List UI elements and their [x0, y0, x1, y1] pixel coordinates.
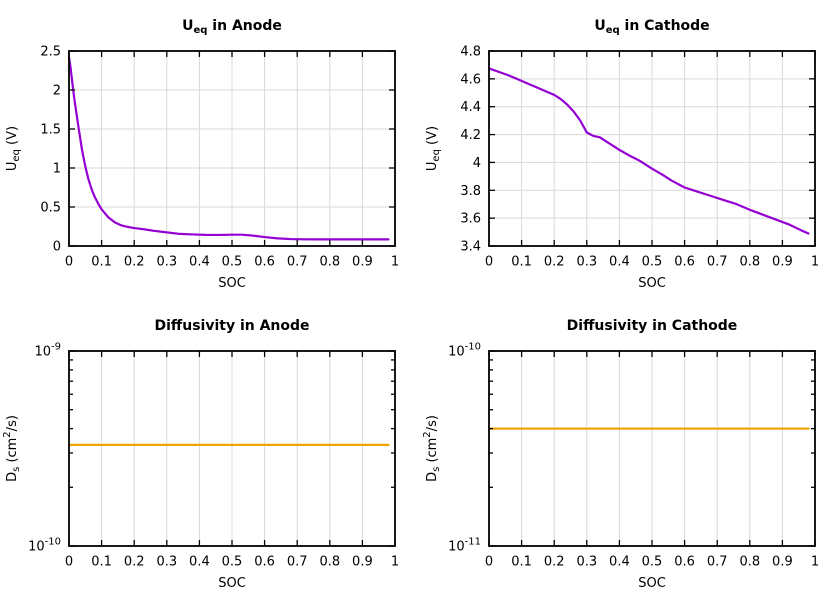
x-tick-label: 0.6: [674, 555, 695, 570]
y-tick-label: 1: [53, 162, 61, 177]
x-axis-label: SOC: [638, 576, 666, 591]
diffusivity-cathode-plot: 0 0.1 0.2 0.3 0.4 0.5 0.6 0.7 0.8 0.9 1 10-11 10-10 D…: [420, 300, 840, 600]
y-tick-label: 3.4: [460, 240, 481, 255]
plot-title: Diffusivity in Cathode: [567, 318, 738, 334]
x-tick-label: 0.8: [739, 555, 760, 570]
y-tick-label: 4.8: [460, 45, 481, 60]
x-tick-label: 0: [485, 555, 493, 570]
x-tick-label: 0.4: [609, 255, 630, 270]
x-tick-label: 0.5: [642, 555, 663, 570]
x-tick-label: 0.2: [124, 255, 145, 270]
x-axis-label: SOC: [638, 276, 666, 291]
axis-ticks: [68, 50, 396, 247]
x-tick-label: 0.5: [222, 255, 243, 270]
x-tick-label: 0.2: [544, 255, 565, 270]
x-tick-label: 0.9: [352, 255, 373, 270]
grid-lines: [488, 350, 816, 547]
x-tick-label: 0.3: [156, 255, 177, 270]
x-tick-label: 0.2: [124, 555, 145, 570]
y-axis-label: Ds (cm2/s): [2, 415, 22, 482]
x-tick-label: 0.8: [319, 255, 340, 270]
ueq-anode-curve: [67, 56, 390, 241]
x-tick-label: 0.8: [319, 555, 340, 570]
diffusivity-anode-chart: 0 0.1 0.2 0.3 0.4 0.5 0.6 0.7 0.8 0.9 1 10-10 10-9 Di…: [2, 318, 399, 591]
x-tick-label: 0: [65, 555, 73, 570]
x-tick-label: 0.7: [707, 555, 728, 570]
x-tick-label: 0.1: [511, 555, 532, 570]
x-tick-label: 0.9: [772, 555, 793, 570]
x-tick-label: 0.1: [511, 255, 532, 270]
x-tick-label: 0.7: [287, 555, 308, 570]
x-tick-label: 0.2: [544, 555, 565, 570]
plot-title: Ueq in Cathode: [594, 18, 709, 36]
y-tick-label: 3.8: [460, 184, 481, 199]
grid-lines: [68, 350, 396, 547]
y-tick-label: 4.4: [460, 100, 481, 115]
x-tick-label: 0.4: [609, 555, 630, 570]
y-tick-label: 10-10: [28, 537, 61, 555]
y-tick-label: 10-10: [448, 342, 481, 360]
axis-ticks: [68, 350, 396, 547]
ueq-cathode-chart: 0 0.1 0.2 0.3 0.4 0.5 0.6 0.7 0.8 0.9 1 3.4 3.6 3.8 4 4…: [425, 18, 819, 291]
x-tick-label: 1: [811, 255, 819, 270]
y-axis-label: Ueq (V): [5, 126, 22, 171]
diffusivity-anode-plot: 0 0.1 0.2 0.3 0.4 0.5 0.6 0.7 0.8 0.9 1 10-10 10-9 Di…: [0, 300, 420, 600]
x-tick-label: 0.9: [772, 255, 793, 270]
diffusivity-cathode-chart: 0 0.1 0.2 0.3 0.4 0.5 0.6 0.7 0.8 0.9 1 10-11 10-10 D…: [422, 318, 819, 591]
ueq-cathode-curve: [487, 67, 810, 235]
x-tick-label: 0.6: [254, 555, 275, 570]
x-tick-label: 1: [391, 255, 399, 270]
x-tick-label: 0.8: [739, 255, 760, 270]
y-tick-label: 0: [53, 240, 61, 255]
axis-ticks: [488, 50, 816, 247]
x-tick-label: 0.7: [707, 255, 728, 270]
x-tick-label: 0.6: [674, 255, 695, 270]
y-tick-label: 4.6: [460, 72, 481, 87]
grid-lines: [68, 50, 396, 247]
plot-title: Diffusivity in Anode: [154, 318, 309, 334]
x-tick-label: 0.1: [91, 555, 112, 570]
x-tick-label: 0: [65, 255, 73, 270]
x-axis-label: SOC: [218, 276, 246, 291]
y-tick-label: 4: [473, 156, 481, 171]
x-tick-label: 0.5: [642, 255, 663, 270]
y-tick-label: 0.5: [40, 201, 61, 216]
x-tick-label: 1: [811, 555, 819, 570]
x-tick-label: 0.3: [576, 555, 597, 570]
y-axis-label: Ueq (V): [425, 126, 442, 171]
plot-title: Ueq in Anode: [182, 18, 282, 36]
y-axis-label: Ds (cm2/s): [422, 415, 442, 482]
x-axis-label: SOC: [218, 576, 246, 591]
x-tick-label: 0.7: [287, 255, 308, 270]
y-tick-label: 10-11: [448, 537, 481, 555]
x-tick-label: 0.3: [156, 555, 177, 570]
y-tick-label: 3.6: [460, 212, 481, 227]
ueq-cathode-plot: 0 0.1 0.2 0.3 0.4 0.5 0.6 0.7 0.8 0.9 1 3.4 3.6 3.8 4 4…: [420, 0, 840, 300]
x-tick-label: 0.3: [576, 255, 597, 270]
ueq-anode-plot: 0 0.1 0.2 0.3 0.4 0.5 0.6 0.7 0.8 0.9 1 0 0.5 1 1.5 2 2.…: [0, 0, 420, 300]
x-tick-label: 0.4: [189, 555, 210, 570]
x-tick-label: 0.6: [254, 255, 275, 270]
x-tick-label: 1: [391, 555, 399, 570]
x-tick-label: 0: [485, 255, 493, 270]
x-tick-label: 0.1: [91, 255, 112, 270]
ueq-anode-chart: 0 0.1 0.2 0.3 0.4 0.5 0.6 0.7 0.8 0.9 1 0 0.5 1 1.5 2 2.…: [5, 18, 399, 291]
axis-ticks: [488, 350, 816, 547]
y-tick-label: 1.5: [40, 123, 61, 138]
x-tick-label: 0.4: [189, 255, 210, 270]
y-tick-label: 2.5: [40, 45, 61, 60]
y-tick-label: 10-9: [34, 342, 61, 360]
x-tick-label: 0.5: [222, 555, 243, 570]
x-tick-label: 0.9: [352, 555, 373, 570]
y-tick-label: 2: [53, 84, 61, 99]
y-tick-label: 4.2: [460, 128, 481, 143]
